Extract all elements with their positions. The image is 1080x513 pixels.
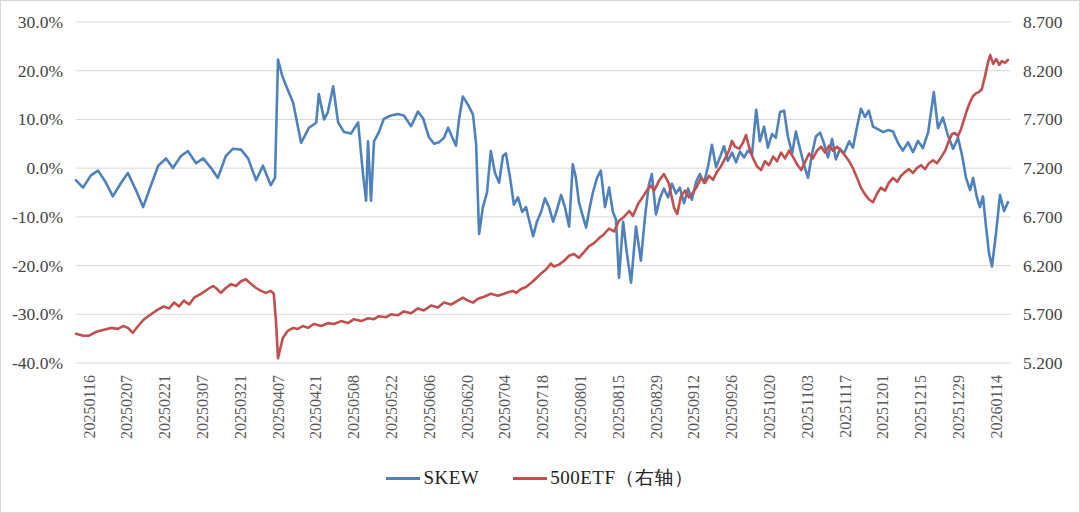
x-axis-tick-label: 20250508 <box>345 375 362 439</box>
left-axis-tick-label: -10.0% <box>12 207 63 227</box>
right-axis-tick-label: 5.700 <box>1023 304 1063 324</box>
right-axis-labels: 8.700 8.200 7.700 7.200 6.700 6.200 5.700 5.200 <box>1023 12 1063 373</box>
skew-line-swatch <box>386 477 420 480</box>
x-axis-tick-label: 20251215 <box>912 375 929 439</box>
legend-label-500etf: 500ETF（右轴） <box>550 465 693 491</box>
left-axis-tick-label: 0.0% <box>27 158 63 178</box>
left-axis-tick-label: -30.0% <box>12 304 63 324</box>
x-axis-tick-label: 20250321 <box>232 375 249 439</box>
x-axis-tick-label: 20250620 <box>459 375 476 439</box>
right-axis-tick-label: 8.700 <box>1023 12 1063 32</box>
x-axis-tick-label: 20251103 <box>799 375 816 438</box>
right-axis-tick-label: 7.200 <box>1023 158 1063 178</box>
x-axis-tick-label: 20251020 <box>761 375 778 439</box>
right-axis-tick-label: 7.700 <box>1023 109 1063 129</box>
etf-line-swatch <box>513 477 547 480</box>
x-axis-tick-label: 20251229 <box>950 375 967 439</box>
x-axis-tick-label: 20260114 <box>988 375 1005 438</box>
left-axis-labels: 30.0% 20.0% 10.0% 0.0% -10.0% -20.0% -30.0% -40… <box>12 12 63 373</box>
x-axis-tick-label: 20251201 <box>874 375 891 439</box>
legend-item-500etf: 500ETF（右轴） <box>513 465 693 491</box>
x-axis-tick-label: 20250421 <box>307 375 324 439</box>
right-axis-tick-label: 8.200 <box>1023 61 1063 81</box>
x-axis-tick-label: 20250829 <box>648 375 665 439</box>
right-axis-tick-label: 6.700 <box>1023 207 1063 227</box>
skew-series-line <box>76 60 1008 283</box>
x-axis-tick-label: 20250912 <box>685 375 702 439</box>
x-axis-labels: 20250116 20250207 20250221 20250307 20250321… <box>81 375 1005 439</box>
gridlines <box>76 22 1011 363</box>
x-axis-tick-label: 20250116 <box>81 375 98 438</box>
left-axis-tick-label: 20.0% <box>18 61 63 81</box>
legend-label-skew: SKEW <box>423 467 479 489</box>
x-axis-tick-label: 20251117 <box>837 375 854 438</box>
x-axis-tick-label: 20250522 <box>383 375 400 439</box>
left-axis-tick-label: -20.0% <box>12 256 63 276</box>
x-axis-tick-label: 20250221 <box>156 375 173 439</box>
x-axis-tick-label: 20250704 <box>496 375 513 439</box>
chart-frame: 30.0% 20.0% 10.0% 0.0% -10.0% -20.0% -30.0% -40… <box>0 0 1080 513</box>
x-axis-tick-label: 20250606 <box>421 375 438 439</box>
left-axis-tick-label: 10.0% <box>18 109 63 129</box>
right-axis-tick-label: 6.200 <box>1023 256 1063 276</box>
x-axis-tick-label: 20250718 <box>534 375 551 439</box>
x-axis-tick-label: 20250207 <box>118 375 135 439</box>
left-axis-tick-label: 30.0% <box>18 12 63 32</box>
x-axis-tick-label: 20250926 <box>723 375 740 439</box>
x-axis-tick-label: 20250307 <box>194 375 211 439</box>
chart-legend: SKEW 500ETF（右轴） <box>1 465 1079 491</box>
x-axis-tick-label: 20250815 <box>610 375 627 439</box>
left-axis-tick-label: -40.0% <box>12 353 63 373</box>
x-axis-tick-label: 20250407 <box>270 375 287 439</box>
x-axis-tick-label: 20250801 <box>572 375 589 439</box>
legend-item-skew: SKEW <box>386 467 479 489</box>
dual-axis-line-chart: 30.0% 20.0% 10.0% 0.0% -10.0% -20.0% -30.0% -40… <box>1 1 1079 463</box>
right-axis-tick-label: 5.200 <box>1023 353 1063 373</box>
